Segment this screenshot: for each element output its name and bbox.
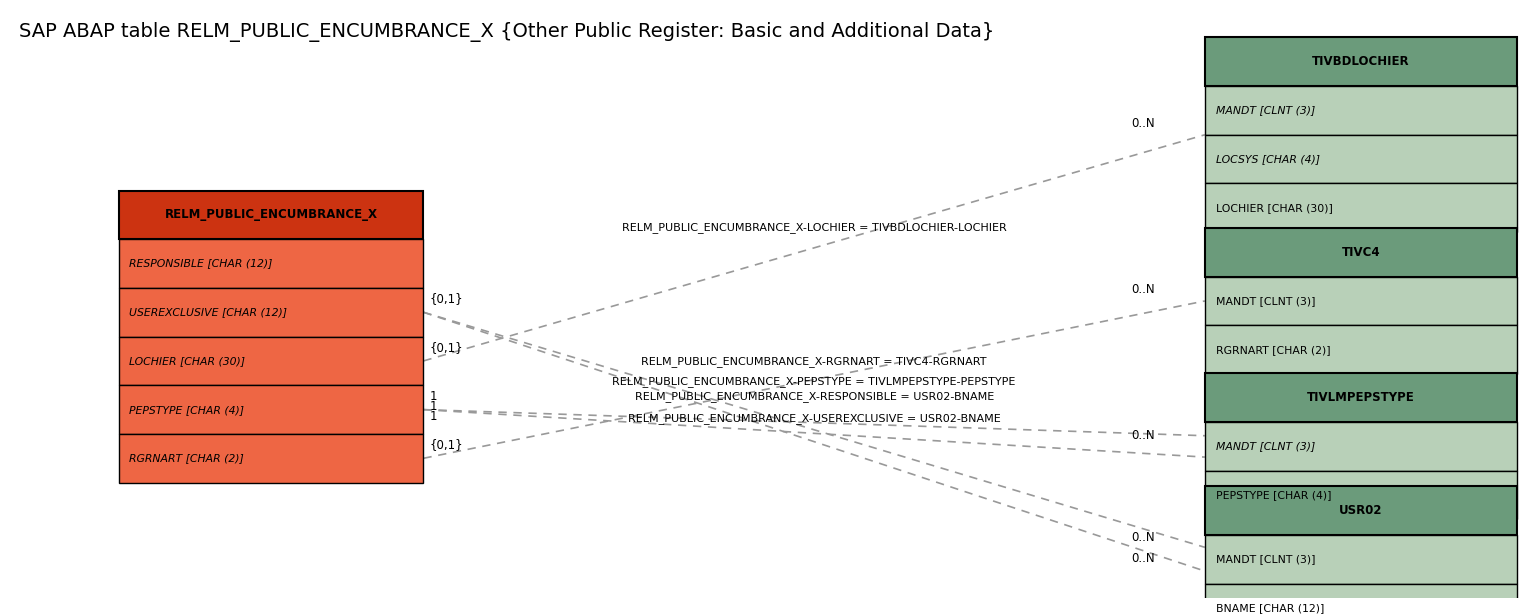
- Text: LOCHIER [CHAR (30)]: LOCHIER [CHAR (30)]: [1216, 203, 1332, 213]
- FancyBboxPatch shape: [118, 239, 423, 288]
- Text: MANDT [CLNT (3)]: MANDT [CLNT (3)]: [1216, 296, 1315, 306]
- Text: RELM_PUBLIC_ENCUMBRANCE_X-PEPSTYPE = TIVLMPEPSTYPE-PEPSTYPE: RELM_PUBLIC_ENCUMBRANCE_X-PEPSTYPE = TIV…: [613, 376, 1016, 387]
- Text: LOCHIER [CHAR (30)]: LOCHIER [CHAR (30)]: [129, 356, 245, 366]
- Text: RELM_PUBLIC_ENCUMBRANCE_X: RELM_PUBLIC_ENCUMBRANCE_X: [164, 208, 377, 221]
- FancyBboxPatch shape: [118, 336, 423, 385]
- FancyBboxPatch shape: [118, 191, 423, 239]
- Text: MANDT [CLNT (3)]: MANDT [CLNT (3)]: [1216, 442, 1315, 451]
- Text: RGRNART [CHAR (2)]: RGRNART [CHAR (2)]: [129, 453, 244, 463]
- Text: {0,1}: {0,1}: [429, 438, 463, 451]
- Text: PEPSTYPE [CHAR (4)]: PEPSTYPE [CHAR (4)]: [1216, 490, 1331, 500]
- Text: USR02: USR02: [1340, 504, 1383, 517]
- Text: RGRNART [CHAR (2)]: RGRNART [CHAR (2)]: [1216, 344, 1331, 355]
- Text: TIVLMPEPSTYPE: TIVLMPEPSTYPE: [1308, 391, 1415, 404]
- FancyBboxPatch shape: [118, 385, 423, 434]
- Text: 0..N: 0..N: [1131, 117, 1156, 130]
- Text: 0..N: 0..N: [1131, 429, 1156, 442]
- Text: 1: 1: [429, 410, 437, 423]
- FancyBboxPatch shape: [1205, 486, 1518, 535]
- Text: MANDT [CLNT (3)]: MANDT [CLNT (3)]: [1216, 554, 1315, 564]
- Text: 0..N: 0..N: [1131, 552, 1156, 565]
- Text: USEREXCLUSIVE [CHAR (12)]: USEREXCLUSIVE [CHAR (12)]: [129, 308, 287, 317]
- Text: TIVBDLOCHIER: TIVBDLOCHIER: [1312, 55, 1410, 68]
- FancyBboxPatch shape: [1205, 325, 1518, 374]
- FancyBboxPatch shape: [1205, 470, 1518, 520]
- Text: MANDT [CLNT (3)]: MANDT [CLNT (3)]: [1216, 105, 1315, 116]
- FancyBboxPatch shape: [1205, 228, 1518, 277]
- Text: RESPONSIBLE [CHAR (12)]: RESPONSIBLE [CHAR (12)]: [129, 258, 273, 269]
- FancyBboxPatch shape: [1205, 584, 1518, 615]
- FancyBboxPatch shape: [1205, 183, 1518, 232]
- FancyBboxPatch shape: [118, 434, 423, 483]
- Text: LOCSYS [CHAR (4)]: LOCSYS [CHAR (4)]: [1216, 154, 1320, 164]
- FancyBboxPatch shape: [1205, 135, 1518, 183]
- Text: 1: 1: [429, 390, 437, 403]
- FancyBboxPatch shape: [118, 288, 423, 336]
- Text: {0,1}: {0,1}: [429, 341, 463, 354]
- Text: RELM_PUBLIC_ENCUMBRANCE_X-RESPONSIBLE = USR02-BNAME: RELM_PUBLIC_ENCUMBRANCE_X-RESPONSIBLE = …: [635, 392, 993, 402]
- FancyBboxPatch shape: [1205, 535, 1518, 584]
- Text: RELM_PUBLIC_ENCUMBRANCE_X-LOCHIER = TIVBDLOCHIER-LOCHIER: RELM_PUBLIC_ENCUMBRANCE_X-LOCHIER = TIVB…: [622, 222, 1007, 233]
- Text: PEPSTYPE [CHAR (4)]: PEPSTYPE [CHAR (4)]: [129, 405, 244, 415]
- Text: 0..N: 0..N: [1131, 284, 1156, 296]
- FancyBboxPatch shape: [1205, 373, 1518, 422]
- FancyBboxPatch shape: [1205, 422, 1518, 470]
- Text: BNAME [CHAR (12)]: BNAME [CHAR (12)]: [1216, 603, 1325, 613]
- FancyBboxPatch shape: [1205, 38, 1518, 86]
- FancyBboxPatch shape: [1205, 86, 1518, 135]
- Text: 1: 1: [429, 400, 437, 413]
- Text: 0..N: 0..N: [1131, 531, 1156, 544]
- FancyBboxPatch shape: [1205, 277, 1518, 325]
- Text: TIVC4: TIVC4: [1341, 246, 1380, 259]
- Text: {0,1}: {0,1}: [429, 292, 463, 305]
- Text: RELM_PUBLIC_ENCUMBRANCE_X-RGRNART = TIVC4-RGRNART: RELM_PUBLIC_ENCUMBRANCE_X-RGRNART = TIVC…: [641, 355, 987, 367]
- Text: SAP ABAP table RELM_PUBLIC_ENCUMBRANCE_X {Other Public Register: Basic and Addit: SAP ABAP table RELM_PUBLIC_ENCUMBRANCE_X…: [20, 22, 995, 42]
- Text: RELM_PUBLIC_ENCUMBRANCE_X-USEREXCLUSIVE = USR02-BNAME: RELM_PUBLIC_ENCUMBRANCE_X-USEREXCLUSIVE …: [629, 413, 1001, 424]
